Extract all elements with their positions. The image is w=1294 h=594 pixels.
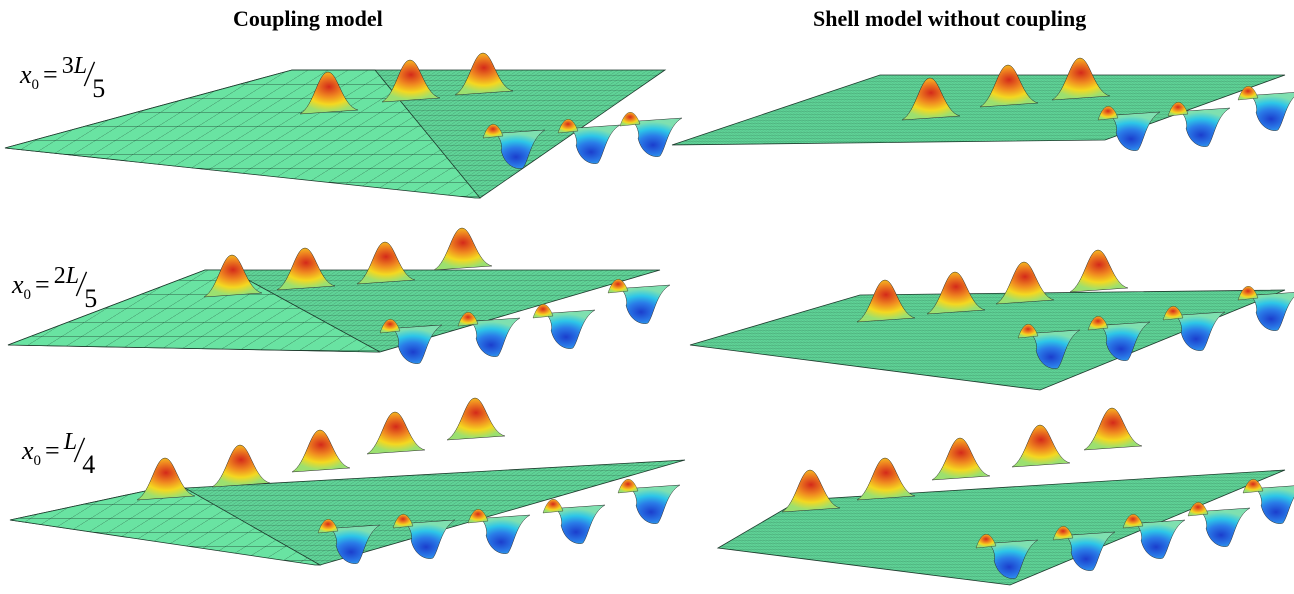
row-label-3: x0 = L/4 xyxy=(22,426,96,479)
wave-crest xyxy=(532,304,554,319)
wave-trough xyxy=(461,317,521,357)
wave-crest xyxy=(607,279,629,294)
wave-trough xyxy=(1246,485,1294,524)
row-label-1-subscript: 0 xyxy=(31,77,40,93)
wave-crest xyxy=(1187,502,1209,517)
wave-peak xyxy=(446,397,506,441)
row-label-1-numerator: 3L xyxy=(61,53,88,79)
wave-crest xyxy=(1122,514,1144,529)
wave-peak xyxy=(926,271,986,315)
wave-trough xyxy=(1191,507,1251,547)
wave-crest xyxy=(619,112,641,127)
wave-peak xyxy=(856,279,916,323)
wave-trough xyxy=(1091,321,1151,361)
wave-peak xyxy=(454,52,514,96)
wave-crest xyxy=(482,124,504,139)
wave-trough xyxy=(1056,531,1116,571)
wave-crest xyxy=(1242,479,1264,494)
wave-crest xyxy=(975,534,997,549)
wave-crest xyxy=(317,519,339,534)
title-coupling-model: Coupling model xyxy=(233,6,383,31)
wave-peak xyxy=(433,227,493,271)
wave-peak xyxy=(276,247,336,291)
wave-trough xyxy=(536,309,596,349)
wave-crest xyxy=(557,119,579,134)
wave-trough xyxy=(1021,329,1081,369)
wave-trough xyxy=(383,324,443,364)
wave-peak xyxy=(1051,57,1111,101)
wave-peak xyxy=(203,254,263,298)
row-label-2-subscript: 0 xyxy=(23,287,32,303)
wave-crest xyxy=(1052,526,1074,541)
row-label-3-numerator: L xyxy=(63,429,78,455)
row-label-1: x0 = 3L/5 xyxy=(20,50,106,103)
row-label-3-denominator: 4 xyxy=(82,450,96,479)
wave-peak xyxy=(979,64,1039,108)
wave-peak xyxy=(781,469,841,513)
wave-crest xyxy=(1167,102,1189,117)
wave-crest xyxy=(1087,316,1109,331)
row-label-2: x0 = 2L/5 xyxy=(12,260,98,313)
wave-trough xyxy=(561,124,621,164)
panel-shell-row1 xyxy=(671,57,1294,151)
wave-peak xyxy=(1011,424,1071,468)
wave-peak xyxy=(1069,249,1129,293)
wave-trough xyxy=(611,284,671,324)
wave-crest xyxy=(1237,286,1259,301)
wave-peak xyxy=(136,457,196,501)
wave-crest xyxy=(1097,106,1119,121)
title-shell-model: Shell model without coupling xyxy=(813,6,1087,31)
panel-coupling-row1 xyxy=(4,52,683,199)
wave-peak xyxy=(291,429,351,473)
row-label-1-denominator: 5 xyxy=(92,74,106,103)
wave-trough xyxy=(1126,519,1186,559)
solid-mesh-region xyxy=(4,69,481,199)
wave-trough xyxy=(321,524,381,564)
wave-trough xyxy=(471,514,531,554)
wave-trough xyxy=(1171,107,1231,147)
panel-shell-row2 xyxy=(689,249,1294,391)
wave-trough xyxy=(396,519,456,559)
wave-crest xyxy=(379,319,401,334)
wave-peak xyxy=(931,437,991,481)
row-label-3-subscript: 0 xyxy=(33,453,42,469)
wave-crest xyxy=(1017,324,1039,339)
wave-peak xyxy=(856,457,916,501)
wave-peak xyxy=(299,71,359,115)
wave-crest xyxy=(1162,306,1184,321)
row-label-2-numerator: 2L xyxy=(53,263,80,289)
wave-trough xyxy=(979,539,1039,579)
wave-peak xyxy=(995,261,1055,305)
wave-trough xyxy=(621,484,681,524)
row-label-2-denominator: 5 xyxy=(84,284,98,313)
wave-crest xyxy=(542,499,564,514)
wave-peak xyxy=(211,444,271,488)
wave-peak xyxy=(366,411,426,455)
wave-trough xyxy=(1241,292,1294,331)
wave-peak xyxy=(356,241,416,285)
panel-coupling-row2 xyxy=(7,227,671,364)
wave-crest xyxy=(392,514,414,529)
wave-crest xyxy=(617,479,639,494)
wave-crest xyxy=(457,312,479,327)
wave-peak xyxy=(381,59,441,103)
wave-peak xyxy=(901,77,961,121)
wave-peak xyxy=(1083,407,1143,451)
wave-trough xyxy=(623,117,683,157)
wave-crest xyxy=(1237,86,1259,101)
wave-trough xyxy=(1101,111,1161,151)
wave-trough xyxy=(546,504,606,544)
solid-mesh-region xyxy=(9,487,322,566)
solid-mesh-region xyxy=(7,269,381,353)
wave-trough xyxy=(1241,92,1294,131)
panel-coupling-row3 xyxy=(9,397,686,566)
wave-trough xyxy=(486,129,546,169)
wave-crest xyxy=(467,509,489,524)
wave-trough xyxy=(1166,311,1226,351)
panel-shell-row3 xyxy=(716,407,1294,586)
